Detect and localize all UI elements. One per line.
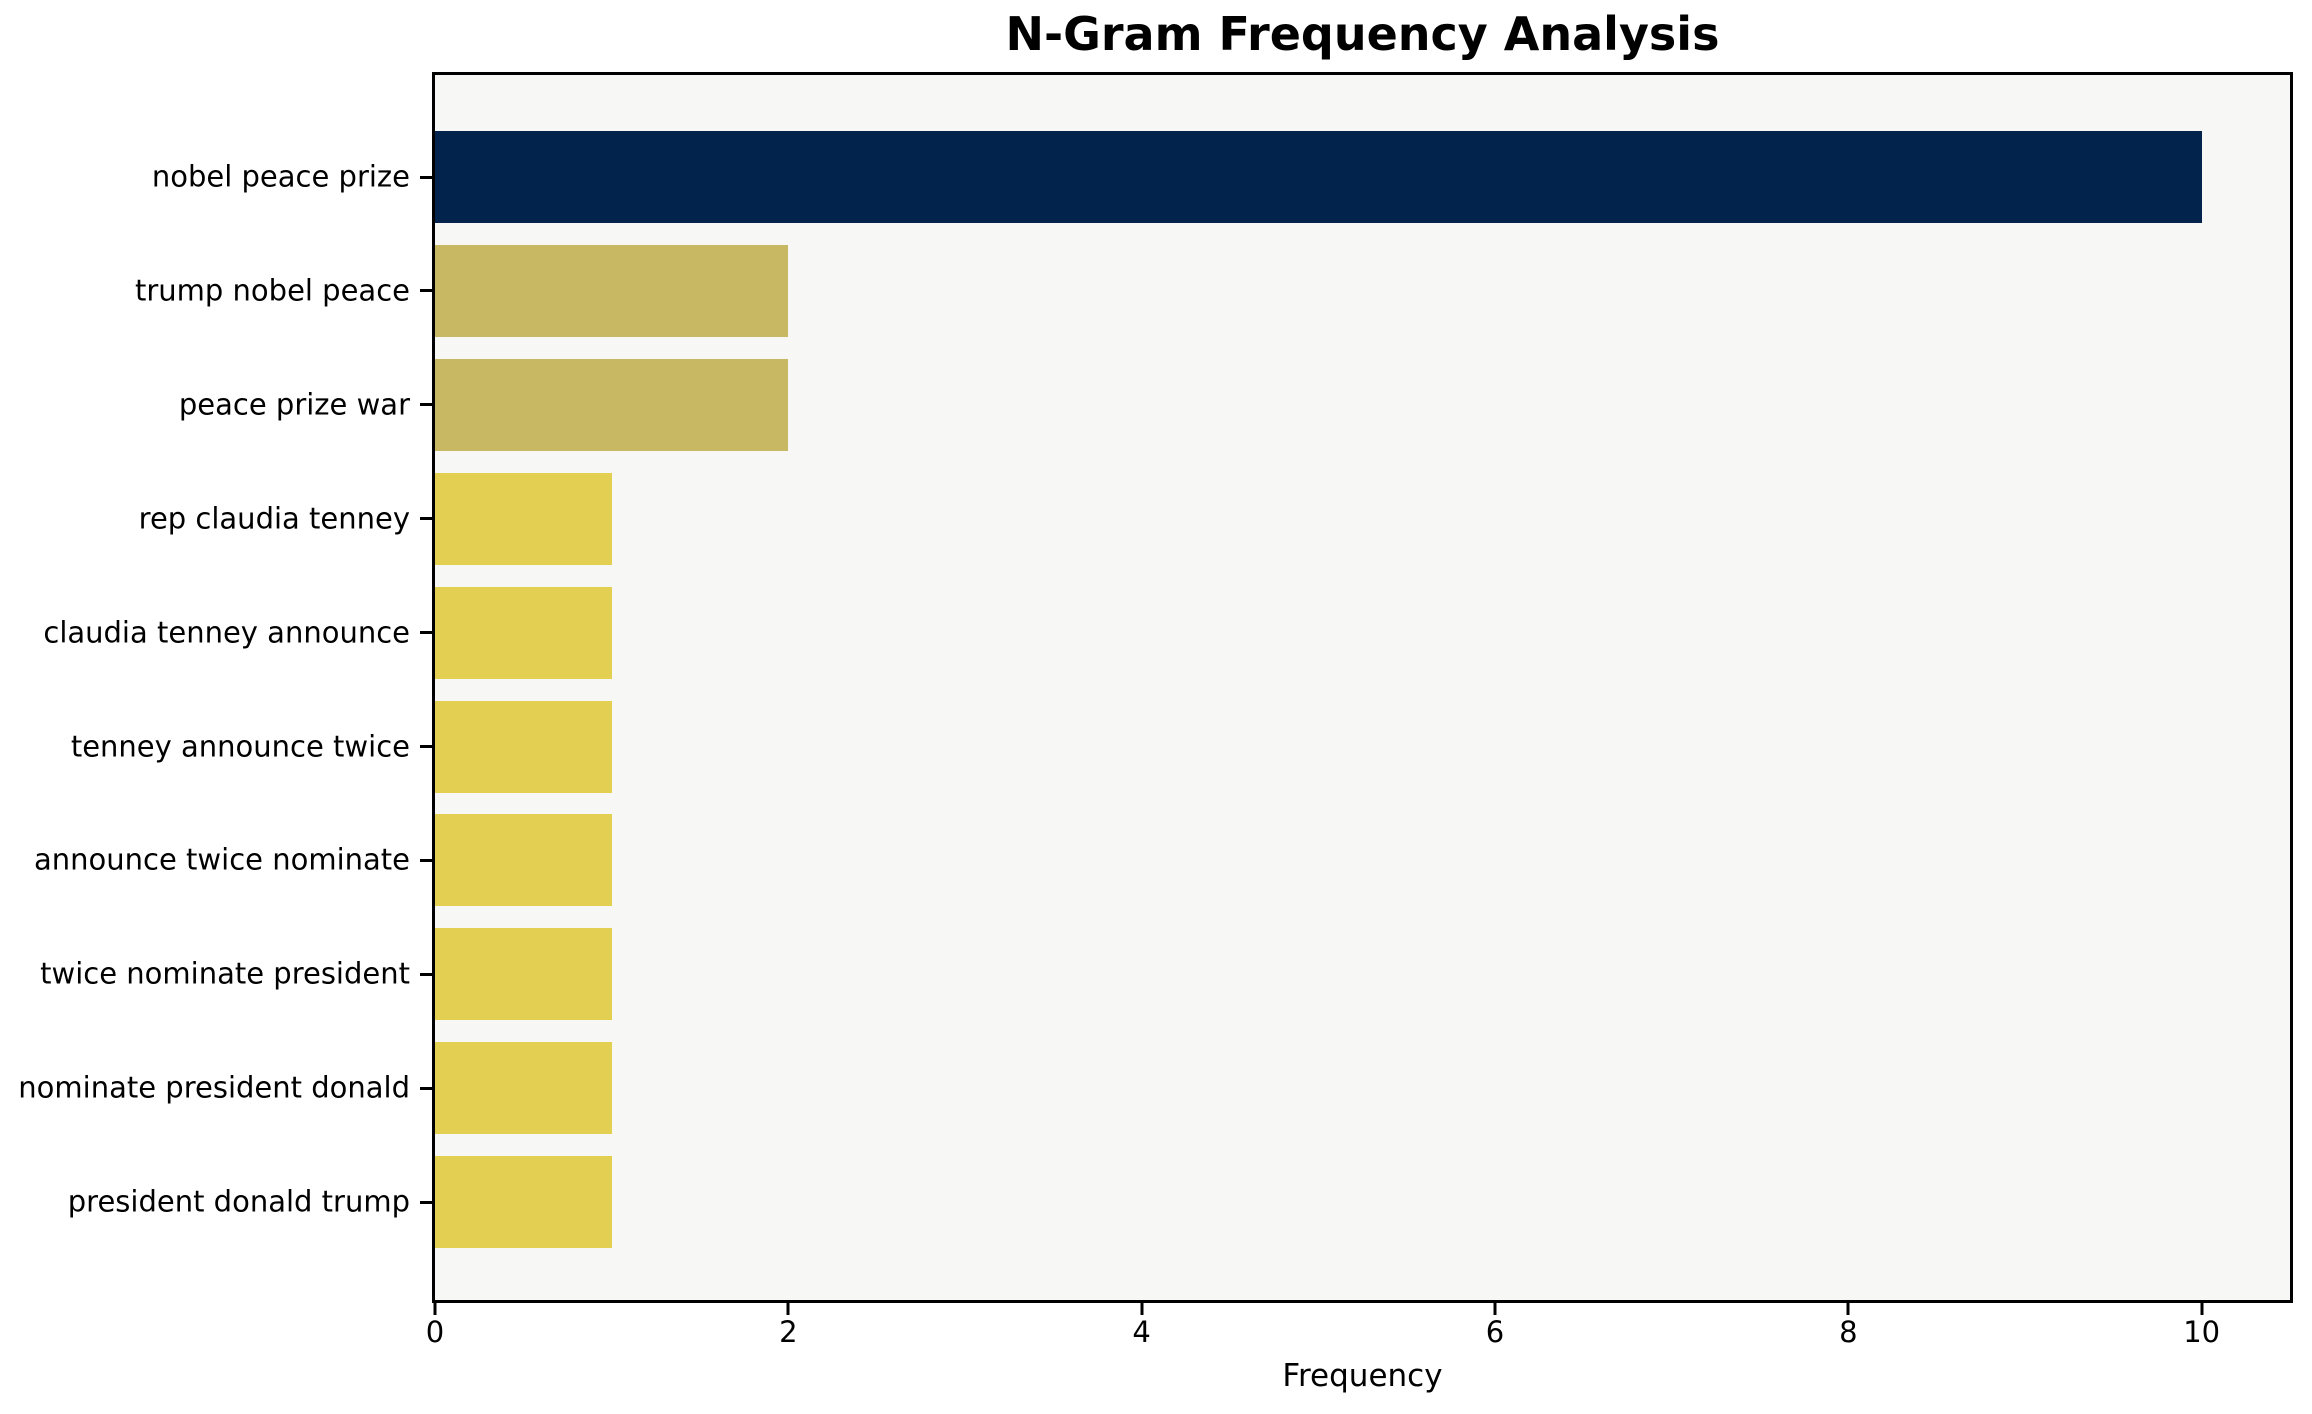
y-tick	[420, 175, 432, 179]
x-tick	[1493, 1303, 1497, 1315]
x-axis-title: Frequency	[1282, 1358, 1443, 1394]
plot-area: nobel peace prize trump nobel peace peace …	[18, 72, 2293, 1347]
x-tick-label: 6	[1485, 1315, 1505, 1349]
y-tick	[420, 972, 432, 976]
bar	[435, 814, 612, 907]
x-tick	[786, 1303, 790, 1315]
y-axis-label: peace prize war	[178, 387, 410, 422]
bar	[435, 1156, 612, 1249]
y-tick	[420, 1086, 432, 1090]
bar	[435, 358, 789, 451]
y-tick	[420, 517, 432, 521]
x-tick	[1846, 1303, 1850, 1315]
y-tick	[420, 289, 432, 293]
y-axis-label: nominate president donald	[18, 1070, 410, 1105]
x-tick	[1140, 1303, 1144, 1315]
x-tick-label: 8	[1839, 1315, 1858, 1349]
x-tick-label: 2	[779, 1315, 798, 1349]
x-tick-label: 4	[1132, 1315, 1151, 1349]
y-axis-label: tenney announce twice	[70, 729, 410, 763]
bar	[435, 472, 612, 565]
y-tick	[420, 745, 432, 748]
y-axis-label: announce twice nominate	[34, 842, 410, 877]
y-tick	[420, 631, 432, 635]
bar	[435, 700, 612, 793]
x-tick-label: 0	[425, 1315, 445, 1349]
chart-title: N-Gram Frequency Analysis	[1005, 7, 1720, 61]
bar	[435, 1042, 612, 1135]
y-tick	[420, 403, 432, 407]
x-tick	[2200, 1303, 2204, 1315]
y-axis-label: rep claudia tenney	[138, 501, 410, 536]
x-tick	[433, 1303, 437, 1315]
y-tick	[420, 1200, 432, 1204]
y-axis-label: claudia tenney announce	[43, 615, 410, 650]
bar	[435, 131, 2202, 223]
x-tick-label: 10	[2183, 1315, 2221, 1349]
y-axis-label: president donald trump	[67, 1184, 410, 1219]
y-axis-label: twice nominate president	[40, 956, 410, 991]
y-axis-label: trump nobel peace	[134, 273, 410, 308]
y-tick	[420, 858, 432, 862]
bar	[435, 586, 612, 679]
bar	[435, 928, 612, 1021]
y-axis-label: nobel peace prize	[151, 159, 410, 194]
bar	[435, 244, 789, 337]
